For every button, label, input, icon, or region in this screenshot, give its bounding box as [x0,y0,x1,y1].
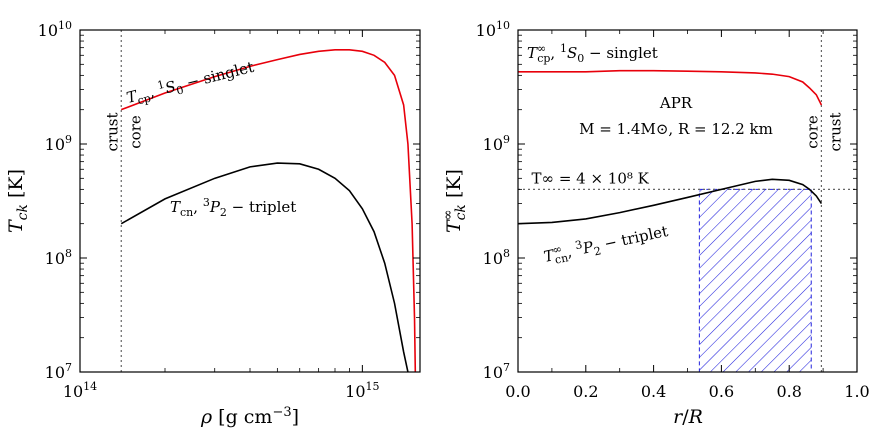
hatched-region [698,188,812,373]
right-y-tick-label-2: 109 [483,133,510,154]
right-x-tick-label-2: 0.4 [641,382,666,401]
left-region-label-left: crust [103,113,121,152]
right-region-label-left: core [803,115,821,149]
left-ticks-layer: 1014 1015 107 108 109 1010 [38,19,420,401]
right-ticks-layer: 0.0 0.2 0.4 0.6 0.8 1.0 107 108 109 1010 [476,19,870,401]
right-y-tick-label-3: 1010 [476,19,510,40]
right-triplet-label: T∞cn, 3P2 − triplet [542,220,671,269]
right-y-tick-label-1: 108 [483,247,510,268]
right-y-tick-label-0: 107 [483,361,510,382]
left-y-axis-title: Tck [K] [5,169,31,233]
left-panel: 1014 1015 107 108 109 1010 crust core Tcp, 1S0 … [5,19,421,428]
reference-label: T∞ = 4 × 10⁸ K [532,169,650,187]
left-y-tick-label-0: 107 [45,361,72,382]
right-ref-layer [518,30,857,372]
right-x-axis-title: r/R [673,406,703,428]
right-x-tick-label-3: 0.6 [709,382,734,401]
left-series-layer [120,49,417,372]
right-series-line-0 [518,69,823,106]
left-x-tick-label-0: 1014 [63,380,97,401]
left-triplet-label: Tcn, 3P2 − triplet [170,196,296,219]
left-y-tick-label-3: 1010 [38,19,72,40]
left-singlet-label: Tcp, 1S0 − singlet [124,56,256,110]
right-series-layer [518,69,823,225]
right-hatch-layer [698,188,812,373]
right-singlet-label: T∞ cp, 1S0 − singlet [527,42,658,65]
left-x-axis-title: ρ [g cm−3] [200,405,299,428]
right-region-label-right: crust [826,113,844,152]
right-x-tick-label-5: 1.0 [844,382,869,401]
left-series-line-0 [120,49,417,372]
right-y-axis-title: T∞ck [K] [441,169,469,233]
left-annotation-layer: crust core Tcp, 1S0 − singlet Tcn, 3P2 − tr… [103,56,296,219]
left-y-tick-label-1: 108 [45,247,72,268]
left-region-label-right: core [126,115,144,149]
left-x-tick-label-1: 1015 [345,380,379,401]
left-y-tick-label-2: 109 [45,133,72,154]
model-params: M = 1.4M⊙, R = 12.2 km [579,120,773,138]
right-panel: 0.0 0.2 0.4 0.6 0.8 1.0 107 108 109 1010 core crus… [441,19,870,428]
right-x-tick-label-1: 0.2 [573,382,598,401]
left-series-line-1 [120,162,409,372]
right-series-line-1 [518,178,823,225]
right-annotation-layer: core crust T∞ = 4 × 10⁸ K T∞ cp, 1S0 − singl… [527,42,844,269]
right-x-tick-label-4: 0.8 [776,382,801,401]
right-x-tick-label-0: 0.0 [505,382,530,401]
model-label: APR [659,94,693,112]
